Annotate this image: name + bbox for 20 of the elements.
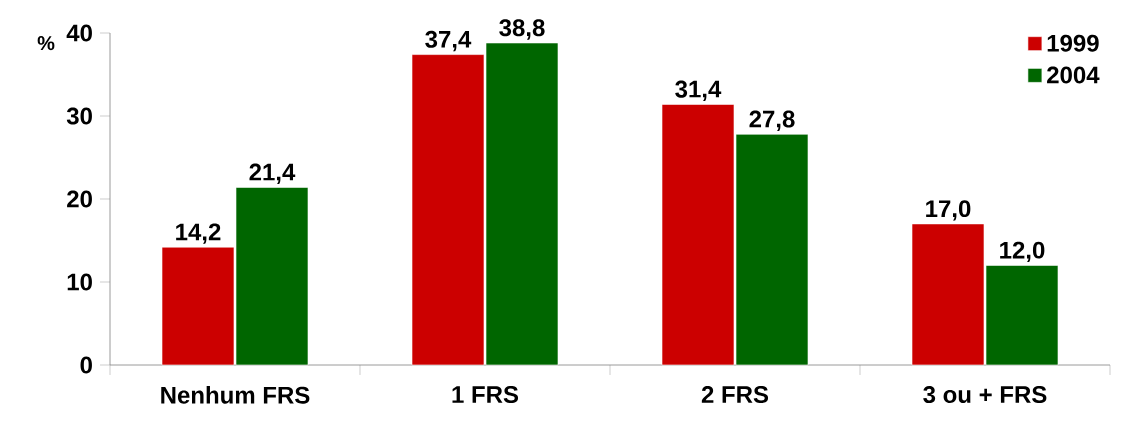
- data-label: 21,4: [249, 163, 296, 185]
- data-label: 14,2: [176, 223, 221, 244]
- y-tick-label: 10: [67, 273, 92, 291]
- data-label: 37,4: [425, 30, 472, 52]
- x-tick-label: 1 FRS: [452, 386, 519, 404]
- data-label: 38,8: [499, 19, 545, 40]
- x-tick-label: 3 ou + FRS: [923, 386, 1047, 404]
- x-tick-label: 2 FRS: [701, 386, 769, 404]
- data-label: 12,0: [1000, 241, 1045, 263]
- legend-label: 2004: [1047, 66, 1100, 84]
- data-label: 17,0: [926, 200, 971, 221]
- data-label: 31,4: [675, 80, 722, 102]
- legend-label: 1999: [1047, 34, 1099, 52]
- y-tick-label: 0: [80, 356, 92, 374]
- x-tick-label: Nenhum FRS: [161, 386, 310, 404]
- y-tick-label: 40: [66, 24, 92, 42]
- data-label: 27,8: [749, 110, 795, 131]
- y-tick-label: 30: [66, 107, 92, 125]
- y-axis-title: %: [37, 36, 55, 51]
- y-tick-label: 20: [67, 190, 92, 208]
